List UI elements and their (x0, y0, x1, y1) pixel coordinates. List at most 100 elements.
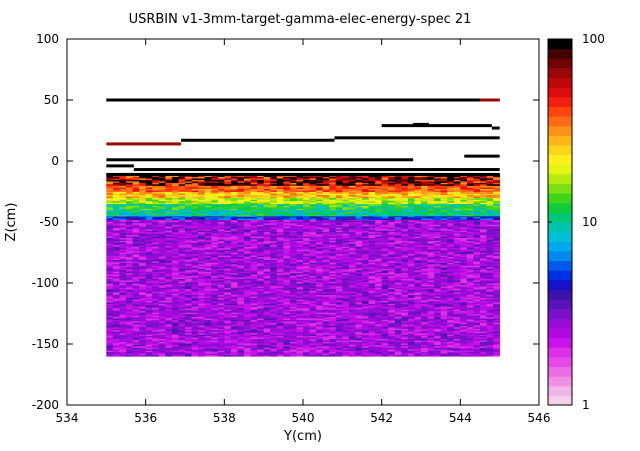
heatmap-cell (132, 329, 140, 332)
heatmap-cell (440, 332, 448, 335)
heatmap-cell (342, 351, 350, 354)
heatmap-cell (263, 329, 271, 332)
heatmap-cell (171, 345, 179, 348)
heatmap-cell (230, 350, 238, 353)
heatmap-cell (427, 341, 435, 344)
heatmap-cell (126, 350, 133, 353)
heatmap-cell (270, 340, 278, 342)
heatmap-cell (244, 353, 251, 356)
heatmap-cell (263, 326, 271, 329)
heatmap-cell (237, 340, 245, 342)
heatmap-cell (289, 345, 297, 348)
heatmap-cell (217, 344, 225, 347)
heatmap-cell (480, 326, 487, 329)
heatmap-cell (427, 337, 435, 340)
heatmap-cell (230, 341, 238, 344)
heatmap-cell (434, 343, 442, 345)
heatmap-cell (237, 329, 245, 332)
heatmap-cell (355, 344, 363, 347)
heatmap-cell (244, 337, 251, 340)
heatmap-cell (401, 329, 409, 332)
heatmap-cell (316, 343, 324, 345)
heatmap-cell (348, 343, 356, 345)
heatmap-cell (303, 338, 310, 341)
heatmap-cell (388, 351, 396, 354)
heatmap-cell (139, 343, 147, 345)
heatmap-cell (466, 326, 474, 329)
heatmap-cell (303, 354, 310, 357)
heatmap-cell (126, 332, 133, 335)
heatmap-cell (447, 328, 455, 331)
heatmap-cell (309, 331, 317, 334)
heatmap-cell (244, 328, 251, 331)
heatmap-cell (224, 351, 232, 354)
heatmap-cell (342, 343, 350, 345)
heatmap-cell (250, 326, 258, 329)
heatmap-cell (224, 338, 232, 341)
heatmap-cell (263, 334, 271, 337)
heatmap-cell (348, 334, 356, 337)
heatmap-cell (355, 331, 363, 334)
heatmap-cell (204, 345, 212, 348)
heatmap-cell (126, 334, 133, 337)
heatmap-cell (381, 340, 389, 342)
heatmap-cell (447, 338, 455, 341)
heatmap-cell (473, 335, 481, 338)
heatmap-cell (178, 332, 186, 335)
heatmap-cell (440, 353, 448, 356)
heatmap-cell (348, 335, 356, 338)
heatmap-cell (244, 345, 251, 348)
heatmap-cell (257, 335, 265, 338)
heatmap-cell (158, 331, 166, 334)
heatmap-cell (427, 353, 435, 356)
heatmap-cell (348, 347, 356, 350)
heatmap-cell (112, 326, 120, 329)
heatmap-cell (486, 347, 494, 350)
heatmap-cell (414, 353, 422, 356)
heatmap-cell (453, 338, 461, 341)
heatmap-cell (152, 344, 160, 347)
heatmap-cell (460, 345, 468, 348)
heatmap-cell (289, 335, 297, 338)
heatmap-cell (348, 353, 356, 356)
heatmap-cell (329, 350, 337, 353)
heatmap-cell (434, 340, 442, 342)
heatmap-cell (139, 348, 147, 351)
heatmap-cell (375, 334, 383, 337)
heatmap-cell (375, 332, 383, 335)
heatmap-cell (139, 341, 147, 344)
heatmap-cell (106, 332, 114, 335)
heatmap-cell (178, 343, 186, 345)
heatmap-cell (230, 344, 238, 347)
heatmap-cell (362, 344, 369, 347)
heatmap-cell (289, 350, 297, 353)
heatmap-cell (375, 354, 383, 357)
heatmap-cell (394, 343, 402, 345)
heatmap-cell (355, 332, 363, 335)
heatmap-cell (165, 345, 173, 348)
heatmap-cell (434, 331, 442, 334)
heatmap-cell (152, 348, 160, 351)
heatmap-cell (119, 343, 127, 345)
heatmap-cell (388, 347, 396, 350)
heatmap-cell (486, 331, 494, 334)
heatmap-cell (401, 344, 409, 347)
heatmap-cell (224, 354, 232, 357)
heatmap-cell (132, 343, 140, 345)
heatmap-cell (283, 329, 291, 332)
heatmap-cell (421, 332, 428, 335)
heatmap-cell (257, 347, 265, 350)
heatmap-cell (106, 338, 114, 341)
heatmap-cell (368, 345, 376, 348)
heatmap-cell (289, 348, 297, 351)
heatmap-cell (335, 343, 343, 345)
heatmap-cell (158, 332, 166, 335)
heatmap-cell (375, 335, 383, 338)
heatmap-cell (119, 331, 127, 334)
heatmap-cell (355, 343, 363, 345)
heatmap-cell (303, 340, 310, 342)
heatmap-cell (401, 338, 409, 341)
heatmap-cell (316, 337, 324, 340)
heatmap-cell (362, 329, 369, 332)
heatmap-cell (309, 350, 317, 353)
